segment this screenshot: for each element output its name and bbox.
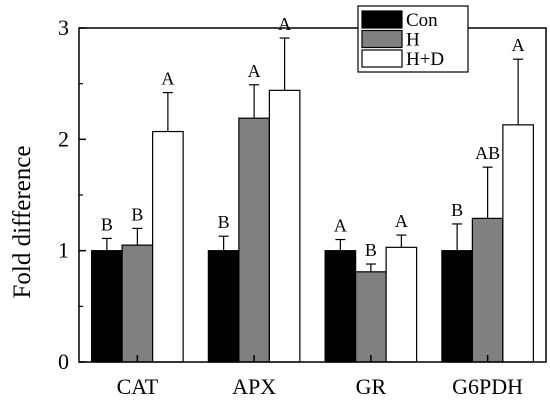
significance-label: B [131,204,143,224]
bar-H+D-CAT [152,130,184,363]
significance-label: A [161,69,174,89]
x-category-label: G6PDH [452,374,523,399]
y-tick-label: 2 [58,126,69,151]
x-axis-category-labels: CAT APX GR G6PDH [117,355,523,399]
bar-H-GR [355,271,387,363]
significance-label: A [395,211,408,231]
legend-label: H [406,30,420,51]
bar-Con-APX [207,250,240,363]
legend-swatch [361,49,403,68]
error-bars-group [101,37,524,272]
bar-H+D-G6PDH [502,124,534,363]
significance-label: AB [475,143,500,163]
significance-label: A [512,35,525,55]
x-category-label: APX [232,374,276,399]
y-tick-label: 0 [58,349,69,374]
significance-label: B [218,212,230,232]
significance-label: B [451,200,463,220]
bar-H+D-APX [268,89,301,363]
legend-swatch [361,29,403,49]
significance-label: A [278,14,291,34]
legend-label: H+D [406,49,444,70]
x-category-label: GR [356,374,387,399]
significance-label: A [334,216,347,236]
bar-H-G6PDH [471,217,504,363]
significance-label: A [248,61,261,81]
y-tick-label: 1 [58,238,69,263]
bar-Con-GR [324,250,357,363]
legend-swatch [361,10,403,29]
plot-frame [78,27,547,363]
bar-H-APX [238,117,270,363]
bar-Con-CAT [91,250,123,363]
bar-Con-G6PDH [441,250,473,363]
significance-label: B [365,240,377,260]
y-axis-title: Fold difference [9,146,36,299]
legend-label: Con [406,10,438,31]
plot-border [78,27,547,363]
bars-group [91,89,534,363]
significance-label: B [101,214,113,234]
y-tick-label: 3 [58,15,69,40]
bar-H+D-GR [385,246,418,363]
bar-H-CAT [121,244,154,363]
x-category-label: CAT [117,374,159,399]
y-axis-ticks: 0 1 2 3 [58,15,86,374]
